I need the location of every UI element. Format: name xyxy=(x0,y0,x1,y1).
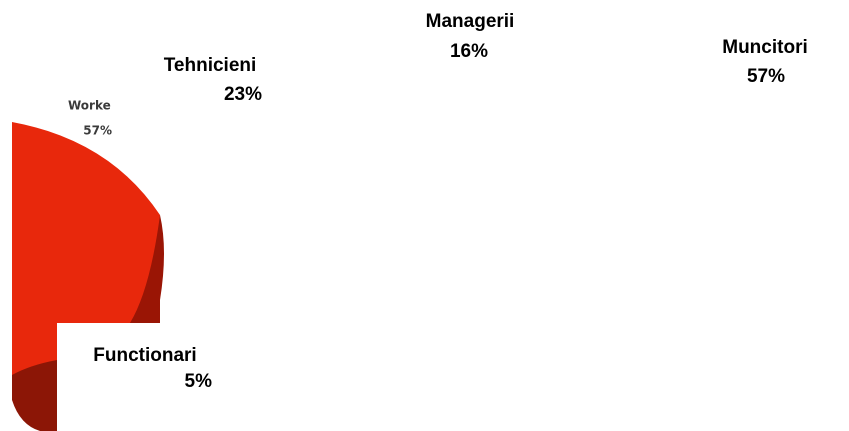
slice-value-label: 16% xyxy=(450,41,488,62)
pie-fragment-top xyxy=(12,122,160,338)
slice-label: Muncitori xyxy=(722,37,808,58)
pie-fragment-image: Worke 57% xyxy=(12,99,257,431)
slice-value-label: 23% xyxy=(224,84,262,105)
inset-value-label: 57% xyxy=(83,124,112,138)
inset-label: Worke xyxy=(68,99,111,113)
pie-slice xyxy=(440,100,480,230)
slice-value-label: 57% xyxy=(747,66,785,87)
label-backdrop xyxy=(57,323,257,431)
pie-fragment-side xyxy=(130,215,164,330)
pie-slice xyxy=(354,106,480,230)
slice-label: Managerii xyxy=(426,11,515,32)
pie-slice xyxy=(428,100,611,360)
pie-fragment-top xyxy=(12,323,57,375)
pie-slice xyxy=(350,196,480,350)
slice-label: Functionari xyxy=(93,345,196,366)
slice-label: Tehnicieni xyxy=(164,55,257,76)
labels: Muncitori 57% Tehnicieni 23% Managerii 16% Fun… xyxy=(93,11,807,392)
slice-value-label: 5% xyxy=(185,371,213,392)
